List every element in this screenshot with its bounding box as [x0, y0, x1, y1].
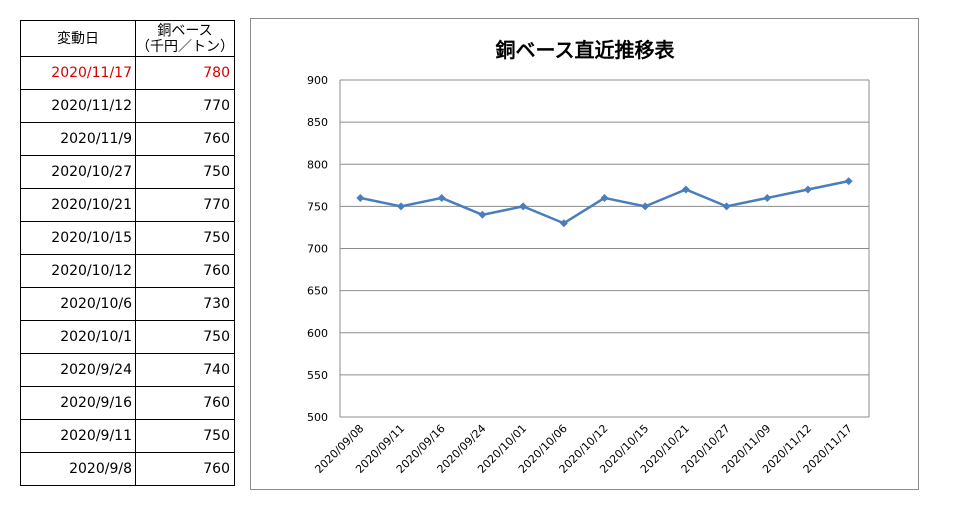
header-price-label-line1: 銅ベース — [157, 22, 213, 39]
price-cell: 750 — [135, 320, 235, 354]
table-row: 2020/9/11 750 — [20, 419, 235, 453]
chart-title: 銅ベース直近推移表 — [496, 38, 676, 62]
y-tick-label: 900 — [307, 74, 328, 87]
table-row: 2020/10/21 770 — [20, 188, 235, 222]
y-tick-label: 700 — [307, 243, 328, 256]
data-point-marker — [844, 177, 853, 186]
y-tick-label: 650 — [307, 285, 328, 298]
price-cell: 730 — [135, 287, 235, 321]
chart-gridlines — [339, 79, 870, 418]
table-row: 2020/11/9 760 — [20, 122, 235, 156]
header-date-cell: 変動日 — [20, 20, 136, 57]
date-cell: 2020/10/1 — [20, 320, 136, 354]
date-cell: 2020/9/11 — [20, 419, 136, 453]
price-table-body: 変動日 銅ベース （千円／トン） 2020/11/17 780 2020/11/12… — [20, 20, 235, 486]
table-row: 2020/11/12 770 — [20, 89, 235, 123]
table-row: 2020/10/6 730 — [20, 287, 235, 321]
date-cell: 2020/10/6 — [20, 287, 136, 321]
y-tick-label: 850 — [307, 116, 328, 129]
y-tick-label: 500 — [307, 411, 328, 424]
price-cell: 750 — [135, 221, 235, 255]
table-row: 2020/9/16 760 — [20, 386, 235, 420]
y-tick-label: 550 — [307, 369, 328, 382]
data-point-marker — [356, 193, 365, 202]
data-point-marker — [437, 193, 446, 202]
copper-base-line-chart: 銅ベース直近推移表 500 550 600 650 700 750 800 850 900 20… — [307, 38, 870, 476]
data-point-marker — [559, 219, 568, 228]
date-cell: 2020/10/21 — [20, 188, 136, 222]
price-cell: 760 — [135, 122, 235, 156]
data-point-marker — [397, 202, 406, 211]
y-axis-tick-labels: 500 550 600 650 700 750 800 850 900 — [307, 74, 328, 424]
price-table: 変動日 銅ベース （千円／トン） 2020/11/17 780 2020/11/12… — [20, 20, 235, 486]
price-cell: 760 — [135, 254, 235, 288]
price-cell: 760 — [135, 386, 235, 420]
price-cell: 740 — [135, 353, 235, 387]
header-price-label-line2: （千円／トン） — [136, 38, 234, 55]
chart-area: 銅ベース直近推移表 500 550 600 650 700 750 800 850 900 20… — [250, 18, 919, 490]
price-cell: 760 — [135, 452, 235, 486]
price-cell: 770 — [135, 89, 235, 123]
series-line — [360, 179, 849, 225]
date-cell: 2020/11/12 — [20, 89, 136, 123]
data-point-marker — [681, 185, 690, 194]
y-tick-label: 600 — [307, 327, 328, 340]
x-axis-tick-labels: 2020/09/082020/09/112020/09/162020/09/24… — [312, 422, 854, 476]
data-point-marker — [803, 185, 812, 194]
data-point-marker — [519, 202, 528, 211]
table-row: 2020/9/24 740 — [20, 353, 235, 387]
date-cell: 2020/11/9 — [20, 122, 136, 156]
chart-series — [356, 177, 853, 228]
data-point-marker — [641, 202, 650, 211]
date-cell: 2020/9/16 — [20, 386, 136, 420]
table-row: 2020/10/12 760 — [20, 254, 235, 288]
date-cell: 2020/11/17 — [20, 56, 136, 90]
price-cell: 780 — [135, 56, 235, 90]
price-cell: 750 — [135, 419, 235, 453]
data-point-marker — [722, 202, 731, 211]
y-tick-label: 800 — [307, 158, 328, 171]
data-point-marker — [600, 193, 609, 202]
data-point-marker — [763, 193, 772, 202]
header-date-label: 変動日 — [57, 30, 99, 47]
date-cell: 2020/9/8 — [20, 452, 136, 486]
y-tick-label: 750 — [307, 200, 328, 213]
table-row: 2020/10/1 750 — [20, 320, 235, 354]
table-header-row: 変動日 銅ベース （千円／トン） — [20, 20, 235, 57]
price-cell: 750 — [135, 155, 235, 189]
date-cell: 2020/9/24 — [20, 353, 136, 387]
table-row: 2020/11/17 780 — [20, 56, 235, 90]
date-cell: 2020/10/12 — [20, 254, 136, 288]
table-row: 2020/10/15 750 — [20, 221, 235, 255]
data-point-marker — [478, 210, 487, 219]
table-row: 2020/9/8 760 — [20, 452, 235, 486]
price-cell: 770 — [135, 188, 235, 222]
date-cell: 2020/10/27 — [20, 155, 136, 189]
table-row: 2020/10/27 750 — [20, 155, 235, 189]
header-price-cell: 銅ベース （千円／トン） — [135, 20, 235, 57]
date-cell: 2020/10/15 — [20, 221, 136, 255]
